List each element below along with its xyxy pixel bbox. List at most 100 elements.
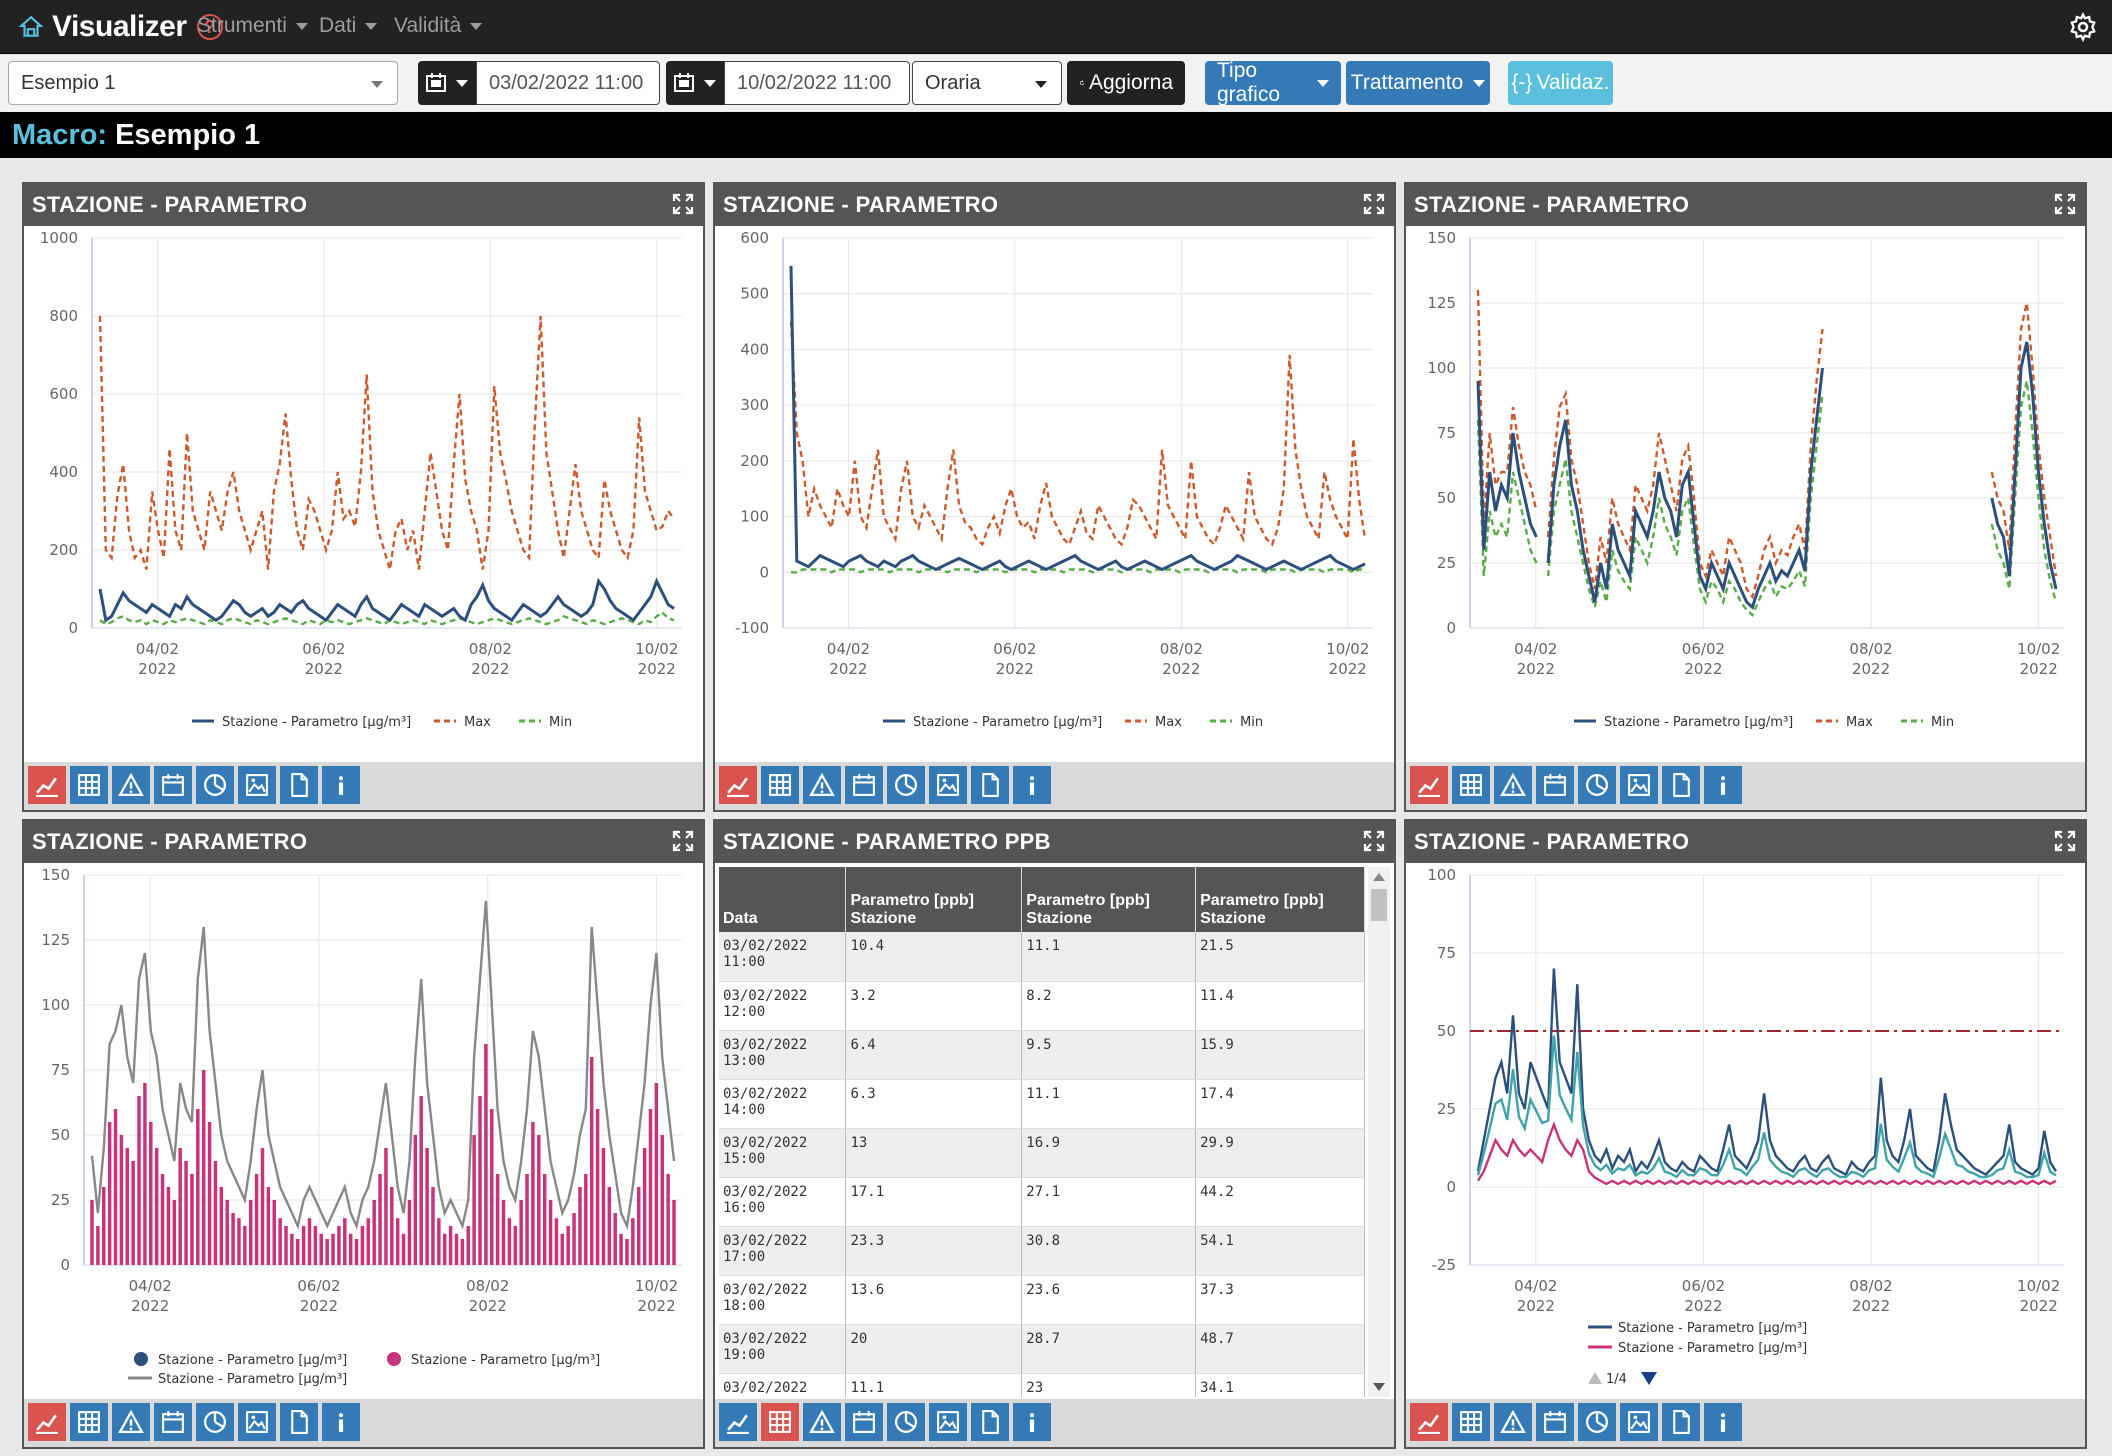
table-row[interactable]: 03/02/2022 18:00 13.6 23.6 37.3 <box>719 1275 1365 1325</box>
info-button[interactable] <box>1013 1403 1051 1441</box>
warning-button[interactable] <box>112 766 150 804</box>
table-row[interactable]: 03/02/2022 19:00 20 28.7 48.7 <box>719 1324 1365 1374</box>
bar[interactable] <box>584 1174 588 1265</box>
table-row[interactable]: 03/02/2022 13:00 6.4 9.5 15.9 <box>719 1030 1365 1080</box>
series-line[interactable] <box>99 610 675 626</box>
legend-label[interactable]: Stazione - Parametro [µg/m³] <box>222 715 411 730</box>
bar[interactable] <box>284 1226 288 1265</box>
table-header[interactable]: Parametro [ppb] Stazione <box>1021 867 1197 932</box>
info-button[interactable] <box>322 766 360 804</box>
document-button[interactable] <box>1662 1403 1700 1441</box>
series-line[interactable] <box>1476 289 2058 600</box>
legend-label[interactable]: Stazione - Parametro [µg/m³] <box>158 1353 347 1368</box>
bar[interactable] <box>125 1148 130 1265</box>
info-button[interactable] <box>1704 1403 1742 1441</box>
document-button[interactable] <box>971 766 1009 804</box>
expand-icon[interactable] <box>1362 192 1386 216</box>
warning-button[interactable] <box>112 1403 150 1441</box>
validate-button[interactable]: {-} Validaz. <box>1508 61 1613 105</box>
table-button[interactable] <box>1452 1403 1490 1441</box>
pie-chart-button[interactable] <box>1578 1403 1616 1441</box>
legend-label[interactable]: Max <box>464 715 491 730</box>
bar[interactable] <box>137 1096 141 1265</box>
bar[interactable] <box>390 1187 394 1265</box>
image-button[interactable] <box>238 766 276 804</box>
bar[interactable] <box>231 1213 235 1265</box>
image-button[interactable] <box>929 766 967 804</box>
legend-next-icon[interactable] <box>1641 1372 1657 1385</box>
table-scrollbar[interactable] <box>1368 867 1390 1397</box>
bar[interactable] <box>207 1122 212 1265</box>
bar[interactable] <box>607 1187 612 1265</box>
calendar-button[interactable] <box>845 766 883 804</box>
bar[interactable] <box>660 1135 664 1265</box>
calendar-button[interactable] <box>845 1403 883 1441</box>
bar[interactable] <box>625 1239 629 1265</box>
bar[interactable] <box>519 1200 523 1265</box>
image-button[interactable] <box>1620 766 1658 804</box>
expand-icon[interactable] <box>2053 192 2077 216</box>
image-button[interactable] <box>929 1403 967 1441</box>
bar[interactable] <box>572 1213 576 1265</box>
bar[interactable] <box>266 1187 271 1265</box>
line-chart-button[interactable] <box>1410 766 1448 804</box>
calendar-button[interactable] <box>1536 766 1574 804</box>
pie-chart-button[interactable] <box>196 766 234 804</box>
bar[interactable] <box>348 1233 353 1265</box>
bar[interactable] <box>495 1174 500 1265</box>
date-from-input[interactable]: 03/02/2022 11:00 <box>476 61 660 105</box>
bar[interactable] <box>437 1218 441 1265</box>
table-row[interactable]: 03/02/2022 16:00 17.1 27.1 44.2 <box>719 1177 1365 1227</box>
bar[interactable] <box>172 1200 177 1265</box>
bar[interactable] <box>542 1174 547 1265</box>
table-row[interactable]: 03/02/2022 12:00 3.2 8.2 11.4 <box>719 981 1365 1031</box>
bar[interactable] <box>560 1233 565 1265</box>
legend-prev-icon[interactable] <box>1588 1372 1602 1384</box>
legend-label[interactable]: Min <box>1240 715 1263 730</box>
bar[interactable] <box>272 1200 276 1265</box>
bar[interactable] <box>166 1187 171 1265</box>
table-header[interactable]: Parametro [ppb] Stazione <box>845 867 1023 932</box>
bar[interactable] <box>425 1148 429 1265</box>
warning-button[interactable] <box>803 766 841 804</box>
bar[interactable] <box>307 1218 312 1265</box>
bar[interactable] <box>131 1161 135 1265</box>
bar[interactable] <box>196 1109 200 1265</box>
bar[interactable] <box>531 1122 535 1265</box>
chart-4[interactable]: 0 25 50 75 100 125 150 04/02 2022 06/02 2022 08/02 2… <box>24 863 703 1401</box>
table-row[interactable]: 03/02/2022 11:00 10.4 11.1 21.5 <box>719 932 1365 982</box>
bar[interactable] <box>407 1200 412 1265</box>
table-button[interactable] <box>70 766 108 804</box>
bar[interactable] <box>143 1083 147 1265</box>
chart-6[interactable]: -25 0 25 50 75 100 04/02 2022 06/02 2022 08/02 2022… <box>1406 863 2085 1401</box>
bar[interactable] <box>301 1226 306 1265</box>
scroll-up-icon[interactable] <box>1373 873 1385 881</box>
bar[interactable] <box>525 1174 529 1265</box>
bar[interactable] <box>190 1174 194 1265</box>
treatment-button[interactable]: Trattamento <box>1346 61 1490 105</box>
bar[interactable] <box>237 1218 241 1265</box>
bar[interactable] <box>472 1135 476 1265</box>
bar[interactable] <box>490 1109 494 1265</box>
pie-chart-button[interactable] <box>1578 766 1616 804</box>
bar[interactable] <box>642 1148 647 1265</box>
bar[interactable] <box>213 1161 218 1265</box>
series-line[interactable] <box>98 577 675 623</box>
bar[interactable] <box>102 1187 106 1265</box>
bar[interactable] <box>507 1218 512 1265</box>
table-button[interactable] <box>70 1403 108 1441</box>
menu-strumenti[interactable]: Strumenti <box>197 14 308 38</box>
bar[interactable] <box>319 1233 324 1265</box>
legend-label[interactable]: Stazione - Parametro [µg/m³] <box>913 715 1102 730</box>
bar[interactable] <box>672 1200 676 1265</box>
pie-chart-button[interactable] <box>196 1403 234 1441</box>
bar[interactable] <box>107 1122 112 1265</box>
bar[interactable] <box>184 1161 188 1265</box>
bar[interactable] <box>337 1226 341 1265</box>
bar[interactable] <box>384 1148 388 1265</box>
bar[interactable] <box>343 1218 347 1265</box>
legend-label[interactable]: Stazione - Parametro [µg/m³] <box>158 1372 347 1387</box>
series-line[interactable] <box>789 321 1367 547</box>
bar[interactable] <box>395 1218 400 1265</box>
